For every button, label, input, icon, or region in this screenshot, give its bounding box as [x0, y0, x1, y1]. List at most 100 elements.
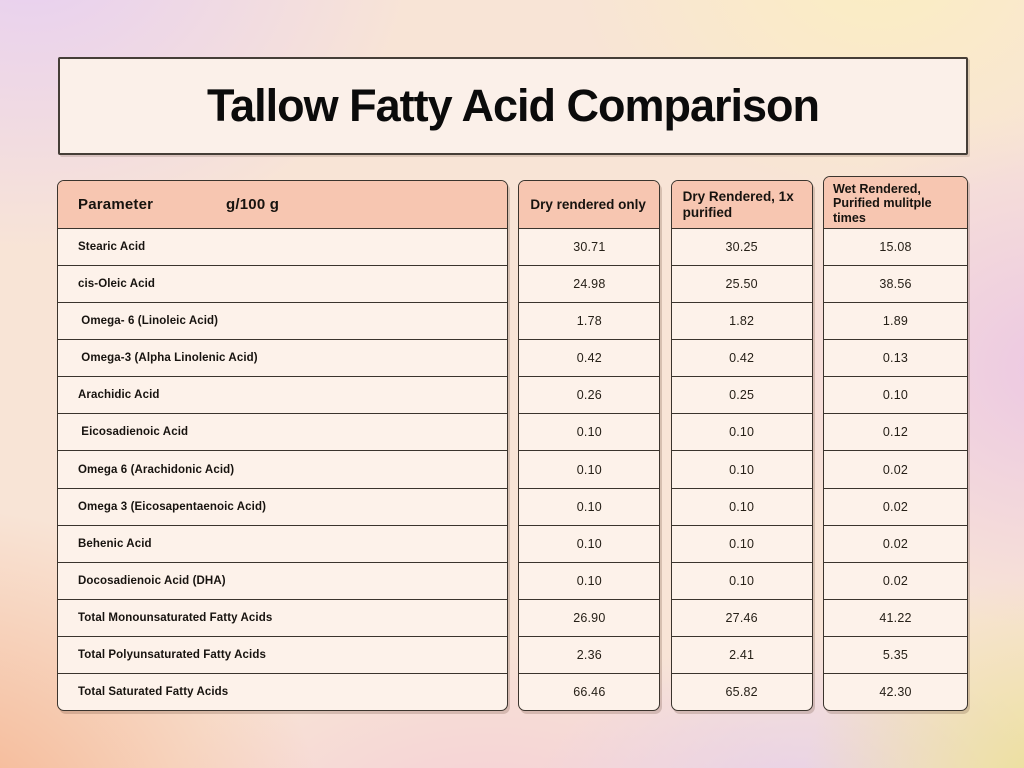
value-cell: 0.10 — [729, 462, 755, 477]
value-cell: 1.82 — [729, 314, 755, 329]
parameter-name: Total Polyunsaturated Fatty Acids — [78, 648, 266, 661]
value-cell: 0.25 — [729, 388, 755, 403]
table-row: Omega- 6 (Linoleic Acid) — [58, 302, 507, 339]
value-row: 0.02 — [823, 450, 967, 487]
value-row: 66.46 — [519, 672, 660, 710]
page-title: Tallow Fatty Acid Comparison — [206, 80, 820, 131]
value-cell: 0.13 — [882, 351, 909, 366]
value-row: 0.10 — [519, 413, 660, 450]
value-row: 0.10 — [823, 376, 967, 413]
value-cell: 2.36 — [576, 647, 602, 662]
table-row: Arachidic Acid — [58, 376, 507, 413]
value-row: 0.26 — [519, 376, 660, 413]
value-row: 0.02 — [823, 524, 967, 562]
column-dry-rendered-only: Dry rendered only 30.71 24.98 1.78 0.42 0.26… — [518, 180, 661, 711]
value-cell: 65.82 — [725, 684, 758, 699]
value-row: 0.02 — [823, 487, 967, 525]
value-cell: 5.35 — [882, 647, 909, 662]
value-row: 65.82 — [671, 672, 812, 710]
value-cell: 0.42 — [729, 351, 755, 366]
value-row: 0.13 — [823, 339, 967, 376]
parameter-name: Omega- 6 (Linoleic Acid) — [78, 315, 219, 328]
value-row: 2.41 — [671, 635, 812, 673]
value-row: 26.90 — [519, 598, 660, 636]
value-row: 1.82 — [671, 302, 812, 339]
parameter-name: Arachidic Acid — [78, 389, 160, 402]
column-header-wet-rendered-purified: Wet Rendered, Purified mulitple times — [823, 177, 967, 229]
value-row: 0.10 — [519, 450, 660, 487]
parameter-name: Omega-3 (Alpha Linolenic Acid) — [78, 352, 258, 365]
value-cell: 30.71 — [573, 240, 606, 255]
unit-header-label: g/100 g — [226, 196, 280, 213]
table-row: Total Polyunsaturated Fatty Acids — [58, 635, 507, 673]
title-panel: Tallow Fatty Acid Comparison — [58, 57, 968, 155]
value-row: 0.12 — [823, 413, 967, 450]
value-cell: 24.98 — [573, 277, 606, 292]
table-row: Docosadienoic Acid (DHA) — [58, 561, 507, 599]
value-row: 0.10 — [671, 561, 812, 599]
value-row: 0.10 — [671, 524, 812, 562]
table-row: Total Monounsaturated Fatty Acids — [58, 598, 507, 636]
value-cell: 0.10 — [729, 499, 755, 514]
parameter-table-header: Parameter g/100 g — [58, 181, 507, 229]
value-row: 41.22 — [823, 598, 967, 636]
parameter-name: Stearic Acid — [78, 241, 146, 254]
value-cell: 1.78 — [576, 314, 602, 329]
value-cell: 0.02 — [882, 499, 909, 514]
values-wet-rendered-purified: 15.08 38.56 1.89 0.13 0.10 0.12 0.02 0.02 0.02 0.… — [823, 229, 967, 710]
value-cell: 41.22 — [879, 610, 912, 625]
value-cell: 15.08 — [879, 240, 912, 255]
column-dry-rendered-1x-purified: Dry Rendered, 1x purified 30.25 25.50 1.82… — [670, 180, 813, 711]
table-row: Omega 3 (Eicosapentaenoic Acid) — [58, 487, 507, 525]
comparison-tables: Parameter g/100 g Stearic Acid cis-Oleic … — [57, 176, 968, 711]
parameter-name: Total Monounsaturated Fatty Acids — [78, 611, 273, 624]
value-cell: 66.46 — [573, 684, 606, 699]
value-cell: 0.26 — [576, 388, 602, 403]
value-row: 0.10 — [671, 413, 812, 450]
value-cell: 26.90 — [573, 610, 606, 625]
parameter-name: cis-Oleic Acid — [78, 278, 156, 291]
value-cell: 25.50 — [725, 277, 758, 292]
value-row: 0.10 — [519, 487, 660, 525]
parameter-name: Omega 3 (Eicosapentaenoic Acid) — [78, 500, 267, 513]
value-row: 30.25 — [672, 229, 812, 265]
value-cell: 0.12 — [882, 425, 909, 440]
value-row: 25.50 — [671, 265, 812, 302]
value-row: 0.02 — [823, 561, 967, 599]
value-cell: 0.10 — [576, 536, 602, 551]
value-row: 5.35 — [823, 635, 967, 673]
value-cell: 0.10 — [729, 536, 755, 551]
column-header-dry-rendered-only: Dry rendered only — [519, 181, 660, 229]
value-row: 0.10 — [519, 524, 660, 562]
value-cell: 27.46 — [725, 610, 758, 625]
values-dry-rendered-only: 30.71 24.98 1.78 0.42 0.26 0.10 0.10 0.10 0.10 0.… — [519, 229, 660, 710]
value-row: 38.56 — [823, 265, 967, 302]
value-row: 0.10 — [519, 561, 660, 599]
column-header-dry-rendered-1x-purified: Dry Rendered, 1x purified — [671, 181, 812, 229]
parameter-header-label: Parameter — [78, 196, 154, 213]
parameter-name: Eicosadienoic Acid — [78, 426, 189, 439]
value-row: 42.30 — [823, 672, 967, 710]
value-row: 1.89 — [823, 302, 967, 339]
value-cell: 0.10 — [576, 499, 602, 514]
value-cell: 0.02 — [882, 462, 909, 477]
parameter-name: Docosadienoic Acid (DHA) — [78, 574, 226, 587]
value-row: 0.10 — [671, 487, 812, 525]
value-row: 30.71 — [519, 229, 659, 265]
value-row: 2.36 — [519, 635, 660, 673]
value-row: 0.42 — [519, 339, 660, 376]
value-cell: 0.10 — [729, 573, 755, 588]
value-row: 24.98 — [519, 265, 660, 302]
parameter-name: Total Saturated Fatty Acids — [78, 685, 229, 698]
value-row: 1.78 — [519, 302, 660, 339]
parameter-rows: Stearic Acid cis-Oleic Acid Omega- 6 (Lin… — [58, 229, 507, 710]
table-row: Behenic Acid — [58, 524, 507, 562]
value-row: 27.46 — [671, 598, 812, 636]
table-row: cis-Oleic Acid — [58, 265, 507, 302]
values-dry-rendered-1x-purified: 30.25 25.50 1.82 0.42 0.25 0.10 0.10 0.10 0.10 0.… — [671, 229, 812, 710]
value-row: 0.10 — [671, 450, 812, 487]
value-cell: 42.30 — [879, 684, 912, 699]
table-row: Total Saturated Fatty Acids — [58, 672, 507, 710]
value-cell: 0.02 — [882, 536, 909, 551]
